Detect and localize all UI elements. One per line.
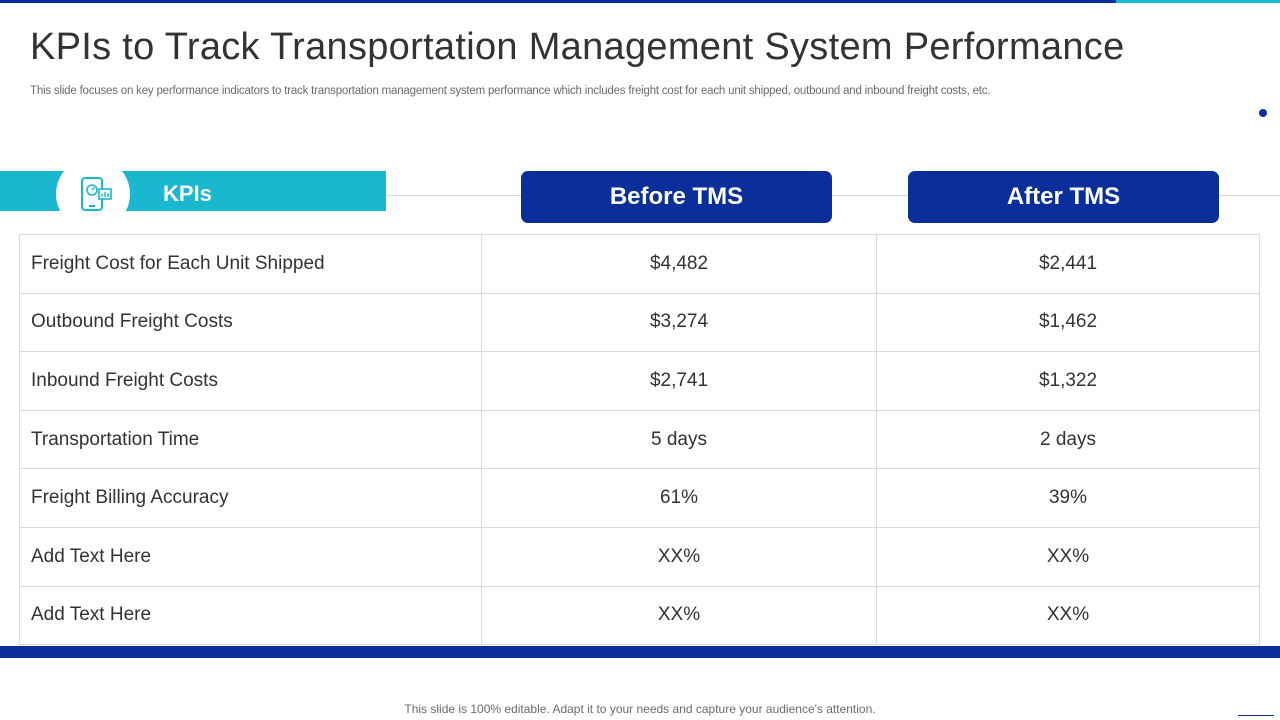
kpi-icon-badge: [56, 157, 130, 231]
after-value-cell: $1,322: [876, 351, 1260, 411]
table-row: Inbound Freight Costs $2,741 $1,322: [19, 351, 1260, 411]
kpi-column-header: KPIs: [163, 181, 212, 206]
after-value-cell: 39%: [876, 468, 1260, 528]
footer-note: This slide is 100% editable. Adapt it to…: [404, 702, 876, 716]
before-value-cell: $4,482: [481, 234, 877, 294]
footer-accent-line: [1238, 715, 1274, 716]
kpi-name-cell: Freight Billing Accuracy: [19, 468, 482, 528]
after-value-cell: XX%: [876, 585, 1260, 646]
after-value-cell: XX%: [876, 526, 1260, 587]
table-row: Freight Billing Accuracy 61% 39%: [19, 468, 1260, 528]
kpi-name-cell: Outbound Freight Costs: [19, 292, 482, 353]
after-value-cell: $1,462: [876, 292, 1260, 353]
mobile-dashboard-icon: [81, 177, 112, 211]
corner-dot: [1259, 109, 1267, 117]
before-value-cell: $3,274: [481, 292, 877, 353]
table-row: Add Text Here XX% XX%: [19, 526, 1260, 587]
table-row: Freight Cost for Each Unit Shipped $4,482…: [19, 234, 1260, 294]
after-value-cell: $2,441: [876, 234, 1260, 294]
table-row: Add Text Here XX% XX%: [19, 585, 1260, 646]
top-accent-bar-light: [1116, 0, 1280, 3]
before-value-cell: XX%: [481, 526, 877, 587]
slide-subtitle: This slide focuses on key performance in…: [30, 85, 991, 97]
kpi-name-cell: Freight Cost for Each Unit Shipped: [19, 234, 482, 294]
top-accent-bar: [0, 0, 1116, 3]
after-value-cell: 2 days: [876, 409, 1260, 470]
after-tms-header: After TMS: [908, 171, 1219, 223]
kpi-name-cell: Transportation Time: [19, 409, 482, 470]
before-tms-header: Before TMS: [521, 171, 832, 223]
slide-title: KPIs to Track Transportation Management …: [30, 26, 1125, 68]
before-value-cell: XX%: [481, 585, 877, 646]
before-value-cell: 61%: [481, 468, 877, 528]
before-value-cell: $2,741: [481, 351, 877, 411]
kpi-table: Freight Cost for Each Unit Shipped $4,482…: [19, 234, 1260, 646]
table-row: Outbound Freight Costs $3,274 $1,462: [19, 292, 1260, 353]
kpi-name-cell: Add Text Here: [19, 526, 482, 587]
kpi-name-cell: Inbound Freight Costs: [19, 351, 482, 411]
bottom-accent-bar: [0, 646, 1280, 658]
table-row: Transportation Time 5 days 2 days: [19, 409, 1260, 470]
before-value-cell: 5 days: [481, 409, 877, 470]
kpi-name-cell: Add Text Here: [19, 585, 482, 646]
